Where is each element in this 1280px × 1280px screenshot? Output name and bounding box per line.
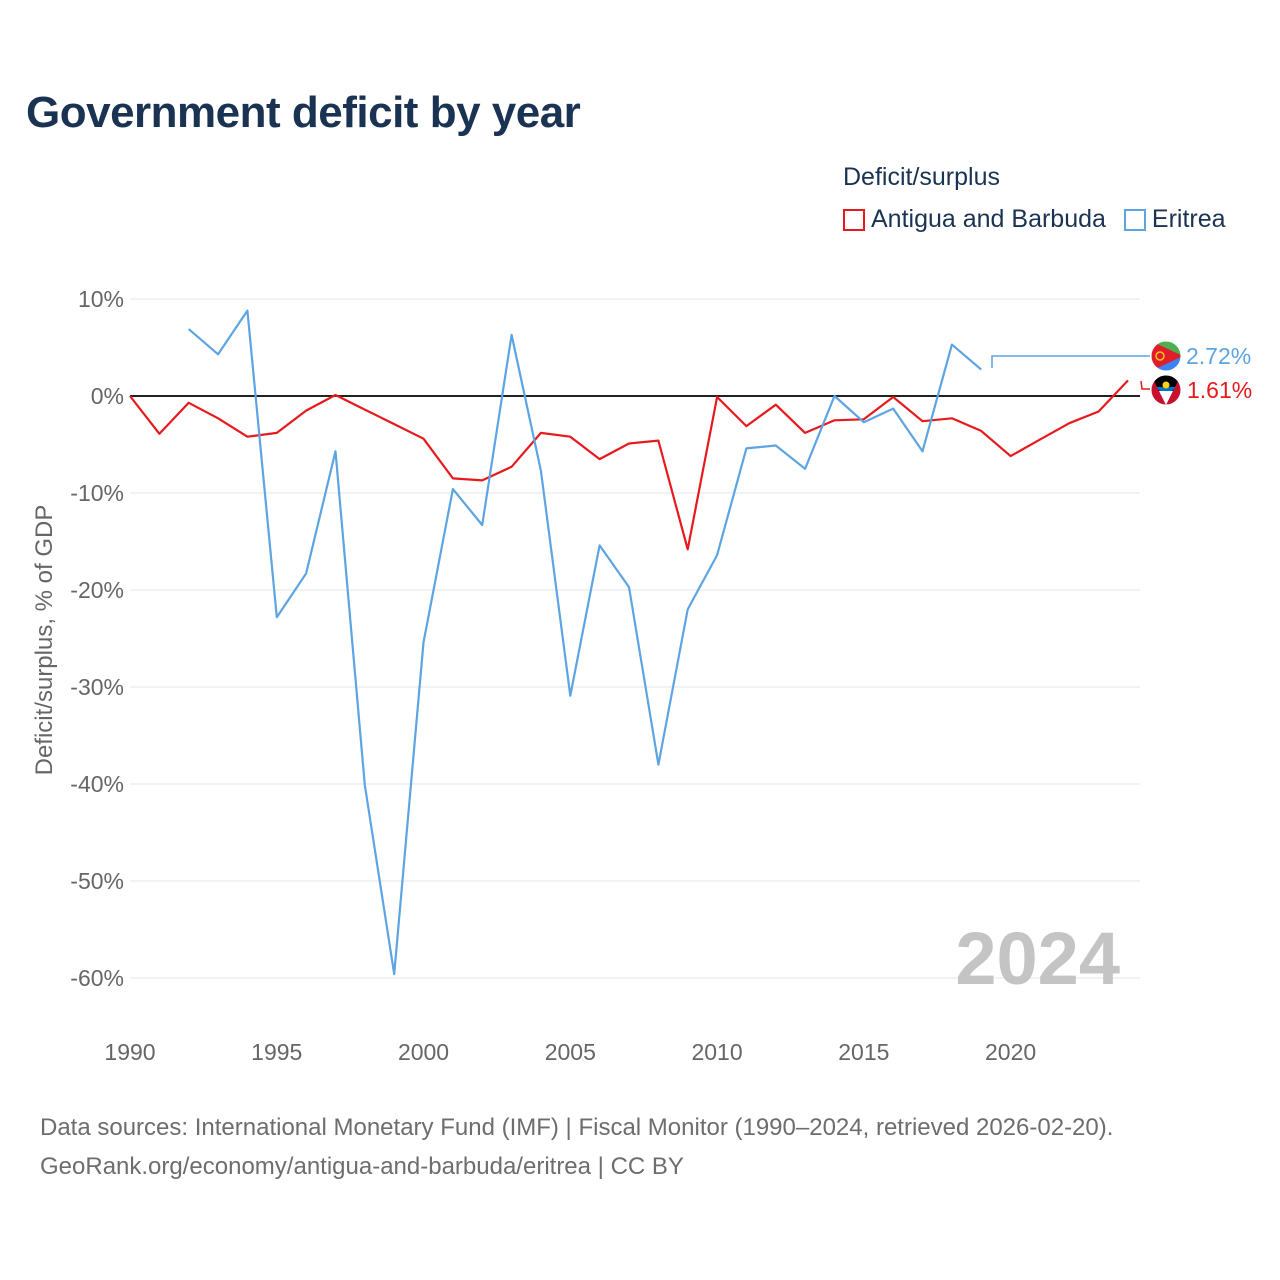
antigua-leader-line bbox=[1140, 380, 1150, 390]
legend-item-eritrea[interactable]: Eritrea bbox=[1123, 205, 1226, 234]
x-tick-label: 2010 bbox=[691, 1039, 742, 1065]
legend-item-antigua[interactable]: Antigua and Barbuda bbox=[843, 205, 1106, 234]
credit-line: GeoRank.org/economy/antigua-and-barbuda/… bbox=[40, 1153, 684, 1180]
x-tick-label: 2020 bbox=[985, 1039, 1036, 1065]
eritrea-end-label: 2.72% bbox=[1186, 343, 1251, 369]
x-tick-label: 1995 bbox=[251, 1039, 302, 1065]
x-tick-label: 1990 bbox=[104, 1039, 155, 1065]
y-tick-label: -40% bbox=[70, 771, 124, 797]
x-tick-labels: 1990 1995 2000 2005 2010 2015 2020 bbox=[104, 1039, 1036, 1065]
y-tick-labels: 10% 0% -10% -20% -30% -40% -50% -60% bbox=[70, 286, 124, 991]
y-tick-label: -20% bbox=[70, 577, 124, 603]
x-tick-label: 2015 bbox=[838, 1039, 889, 1065]
legend-label-eritrea: Eritrea bbox=[1151, 205, 1226, 233]
legend-label-antigua: Antigua and Barbuda bbox=[871, 205, 1106, 233]
sources-note: Data sources: International Monetary Fun… bbox=[40, 1108, 1113, 1186]
eritrea-leader-line bbox=[991, 355, 1150, 368]
y-tick-label: -10% bbox=[70, 480, 124, 506]
antigua-flag-icon bbox=[1151, 375, 1181, 405]
antigua-end-label: 1.61% bbox=[1187, 377, 1252, 403]
chart-title: Government deficit by year bbox=[26, 88, 581, 137]
line-chart: 10% 0% -10% -20% -30% -40% -50% -60% 1990 1995 20… bbox=[31, 286, 1252, 1065]
y-tick-label: -30% bbox=[70, 674, 124, 700]
legend-swatch-antigua bbox=[843, 208, 865, 231]
year-watermark: 2024 bbox=[955, 917, 1120, 1000]
y-tick-label: 10% bbox=[78, 286, 124, 312]
x-tick-label: 2005 bbox=[545, 1039, 596, 1065]
x-tick-label: 2000 bbox=[398, 1039, 449, 1065]
legend: Antigua and Barbuda Eritrea bbox=[843, 205, 1226, 234]
legend-swatch-eritrea bbox=[1123, 208, 1146, 231]
y-tick-label: -50% bbox=[70, 868, 124, 894]
legend-title: Deficit/surplus bbox=[843, 163, 1000, 191]
y-tick-label: 0% bbox=[91, 383, 124, 409]
grid-lines bbox=[130, 298, 1140, 979]
series-lines bbox=[129, 309, 1129, 976]
series-line-eritrea bbox=[187, 309, 982, 976]
data-sources-line: Data sources: International Monetary Fun… bbox=[40, 1114, 1114, 1141]
y-axis-label: Deficit/surplus, % of GDP bbox=[31, 505, 58, 776]
eritrea-flag-icon bbox=[1151, 341, 1181, 371]
y-tick-label: -60% bbox=[70, 965, 124, 991]
series-line-antigua bbox=[129, 379, 1129, 551]
